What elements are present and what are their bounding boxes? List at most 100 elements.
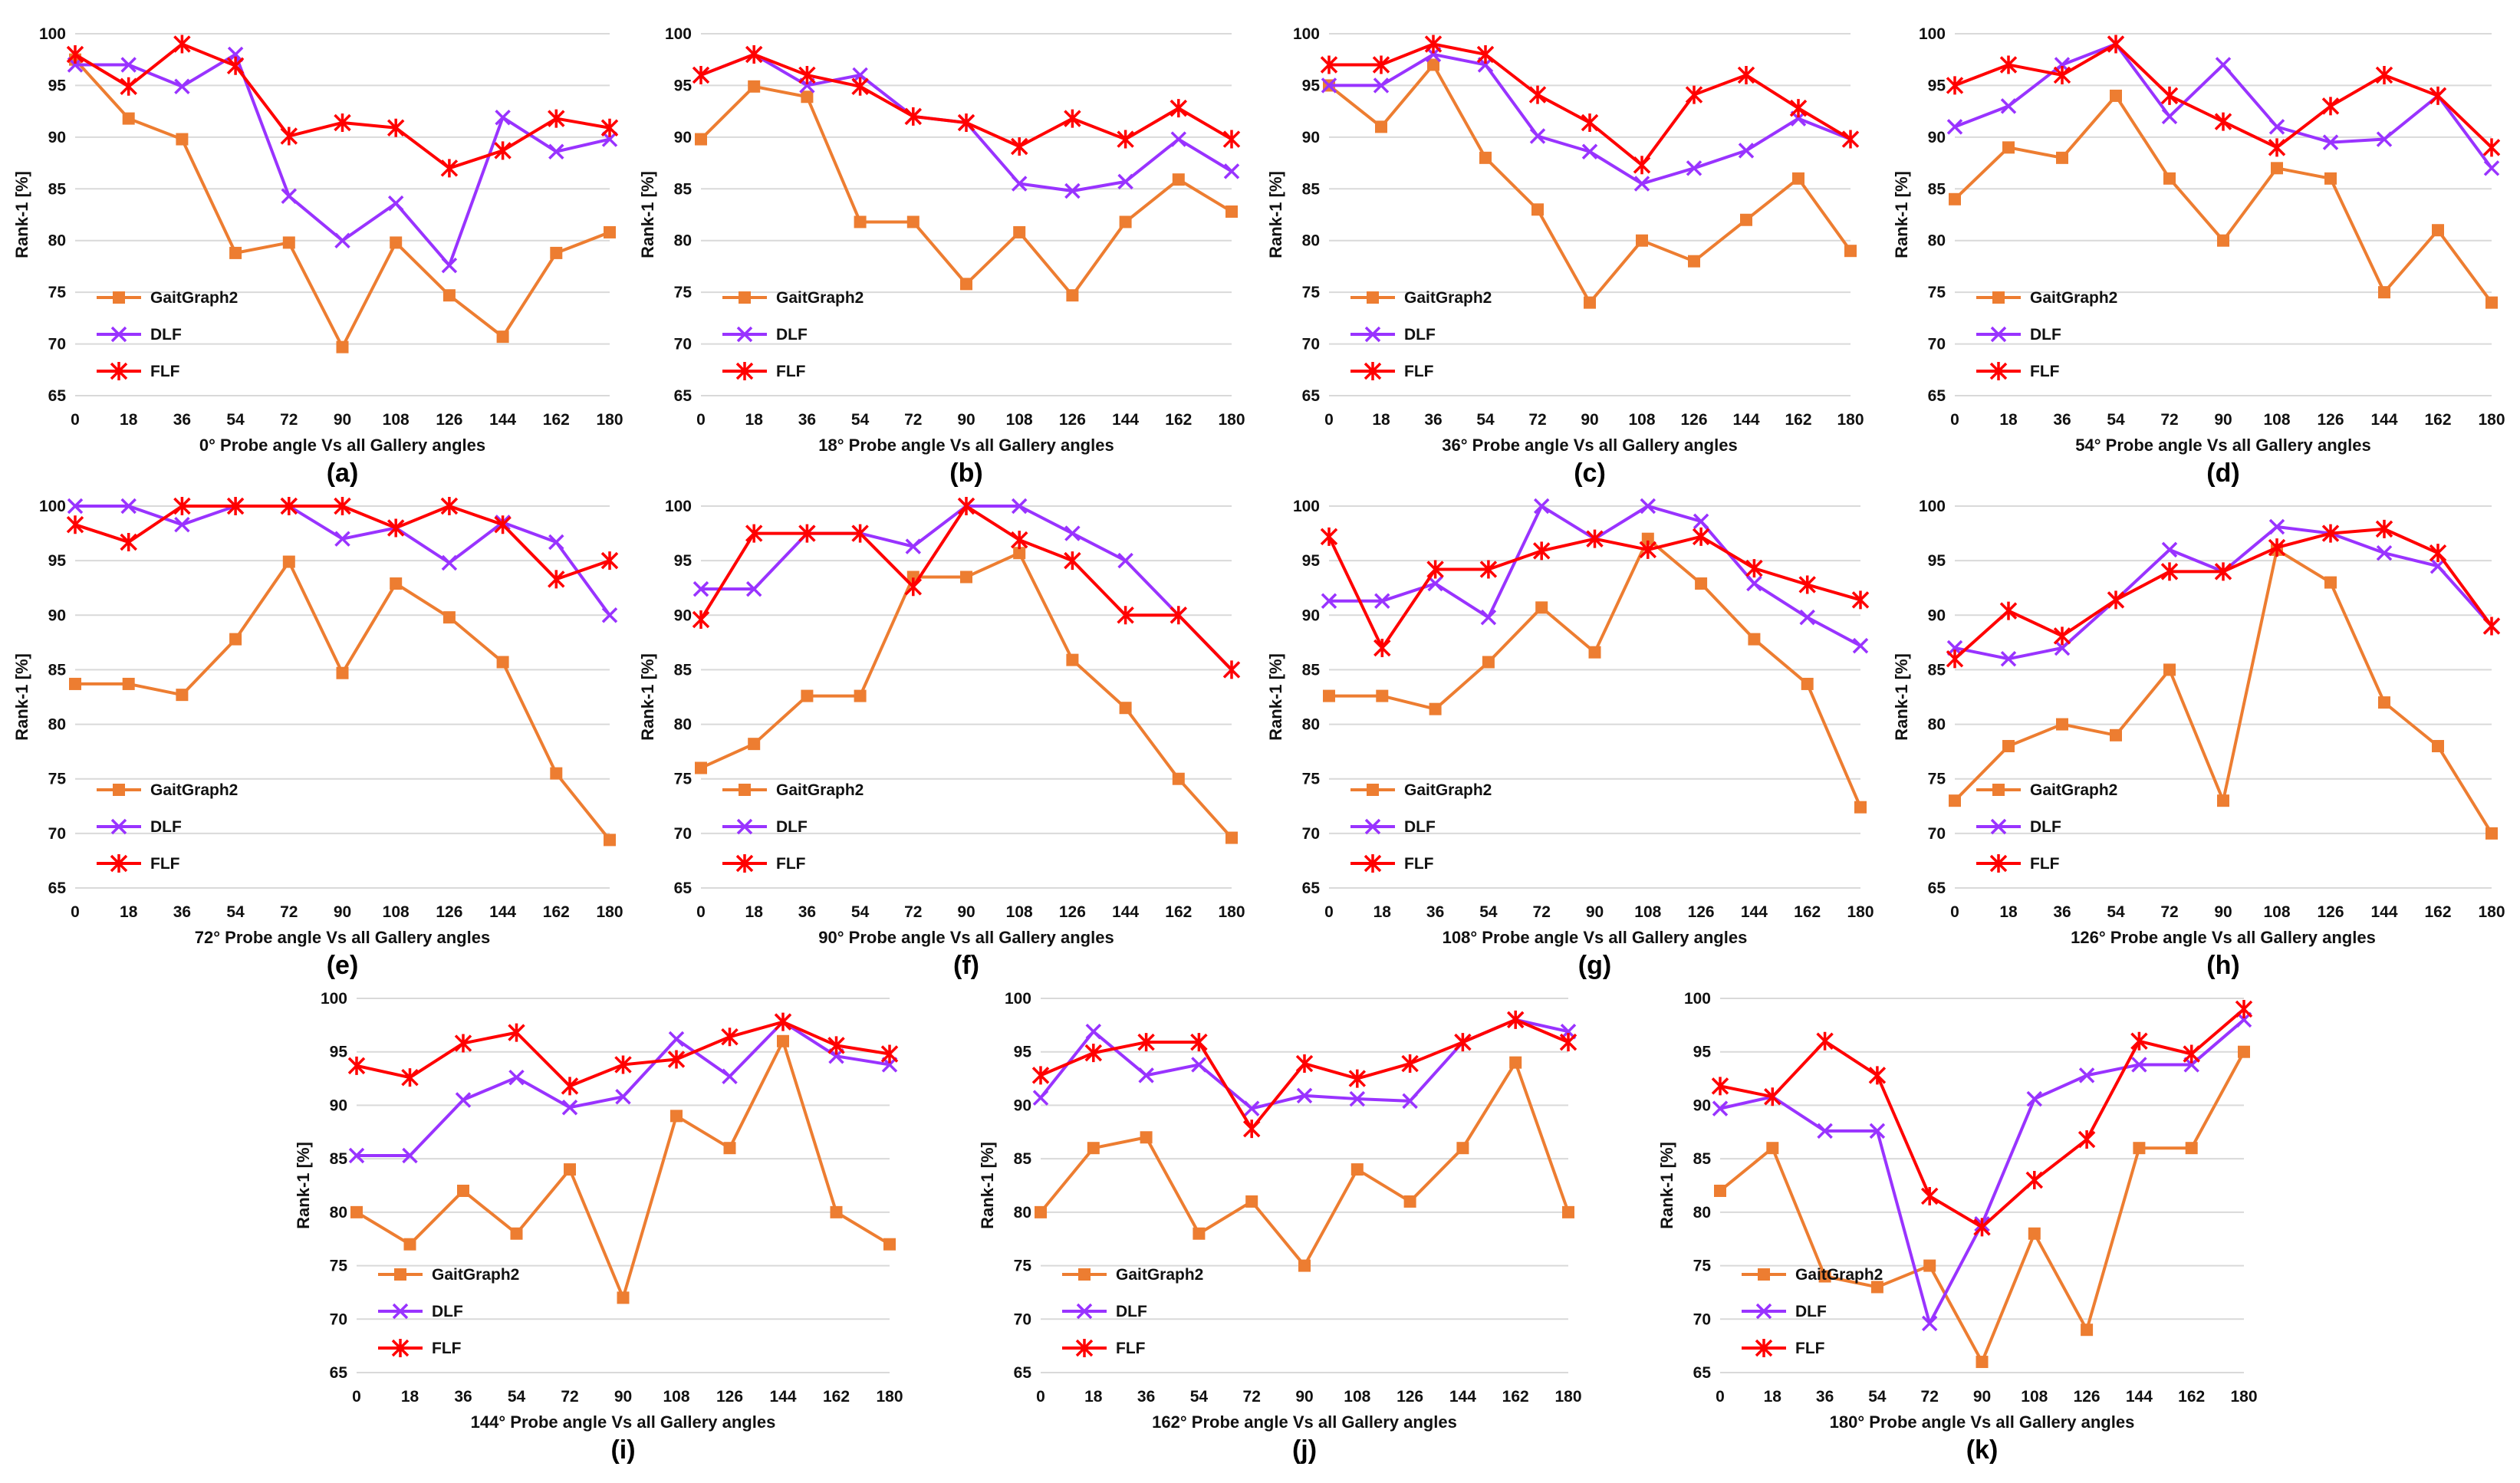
data-point — [904, 107, 923, 126]
series-line — [1327, 63, 1852, 304]
series-gaitgraph2 — [695, 80, 1238, 302]
data-point — [801, 90, 814, 104]
data-point — [2324, 576, 2337, 589]
data-point — [173, 35, 191, 54]
chart-svg: 65 70 75 80 85 90 95 100 0 18 36 54 72 90 108 126 144 162… — [12, 25, 623, 455]
data-point — [174, 78, 190, 95]
legend-item: DLF — [378, 1303, 463, 1320]
x-tick-label: 54 — [851, 903, 870, 921]
data-point — [1454, 1033, 1472, 1052]
data-point — [748, 80, 761, 93]
data-point — [1639, 540, 1657, 559]
data-point — [2271, 162, 2283, 175]
data-point — [1364, 326, 1381, 343]
y-tick-label: 75 — [1014, 1258, 1032, 1275]
data-point — [508, 1069, 525, 1086]
x-tick-label: 90 — [1581, 411, 1598, 429]
legend-label: DLF — [1404, 326, 1436, 344]
data-point — [66, 44, 84, 64]
data-point — [2324, 172, 2337, 185]
data-point — [1633, 156, 1651, 175]
data-point — [2056, 718, 2068, 731]
data-point — [1320, 55, 1338, 74]
data-point — [2321, 97, 2340, 116]
x-tick-label: 126 — [2317, 903, 2344, 921]
y-axis-title: Rank-1 [%] — [294, 1142, 313, 1229]
legend-label: FLF — [150, 363, 180, 380]
data-point — [693, 580, 709, 597]
legend-item: GaitGraph2 — [1742, 1266, 1883, 1284]
series-line — [1040, 1018, 1569, 1131]
y-tick-label: 75 — [1693, 1258, 1712, 1275]
x-tick-label: 162 — [2424, 903, 2451, 921]
x-tick-label: 0 — [1950, 411, 1959, 429]
data-point — [852, 67, 868, 84]
y-tick-label: 70 — [1302, 336, 1320, 353]
x-tick-label: 180 — [2230, 1388, 2257, 1406]
x-tick-label: 72 — [2160, 903, 2178, 921]
data-point — [1529, 128, 1546, 144]
data-point — [1946, 76, 1964, 95]
legend-label: DLF — [150, 326, 182, 344]
data-point — [2131, 1057, 2147, 1073]
data-point — [1427, 58, 1439, 71]
data-point — [1999, 55, 2018, 74]
panel-label: (b) — [949, 459, 983, 488]
panel-label: (d) — [2206, 459, 2240, 488]
chart-svg: 65 70 75 80 85 90 95 100 0 18 36 54 72 90 108 126 144 162… — [1892, 25, 2505, 455]
y-tick-label: 75 — [48, 771, 67, 788]
data-point — [670, 1110, 683, 1123]
data-point — [2002, 141, 2015, 154]
data-point — [1755, 1339, 1773, 1357]
data-point — [2268, 119, 2285, 135]
data-point — [1685, 85, 1703, 104]
data-point — [548, 570, 565, 589]
y-tick-label: 100 — [1684, 990, 1711, 1008]
chart-svg: 65 70 75 80 85 90 95 100 0 18 36 54 72 90 108 126 144 162… — [978, 990, 1582, 1432]
data-point — [282, 236, 295, 249]
chart-svg: 65 70 75 80 85 90 95 100 0 18 36 54 72 90 108 126 144 162… — [1657, 990, 2258, 1432]
legend-label: GaitGraph2 — [150, 781, 238, 799]
data-point — [2025, 1171, 2044, 1190]
data-point — [1225, 831, 1238, 844]
data-point — [1792, 172, 1804, 185]
data-point — [1191, 1057, 1207, 1073]
data-point — [1695, 577, 1708, 590]
y-tick-label: 90 — [1928, 607, 1946, 624]
y-tick-label: 75 — [1302, 284, 1321, 301]
x-tick-label: 108 — [1344, 1388, 1370, 1406]
x-tick-label: 144 — [1732, 411, 1759, 429]
data-point — [1013, 547, 1026, 560]
series-dlf — [67, 46, 618, 274]
x-tick-label: 108 — [1006, 903, 1033, 921]
data-point — [667, 1050, 686, 1069]
x-tick-label: 72 — [2160, 411, 2178, 429]
x-tick-label: 144 — [2370, 411, 2397, 429]
x-tick-label: 180 — [596, 411, 623, 429]
data-point — [2322, 134, 2339, 150]
panel-label: (f) — [953, 951, 979, 980]
panel-label: (h) — [2206, 951, 2240, 980]
data-point — [801, 689, 814, 702]
data-point — [1011, 498, 1028, 515]
data-point — [2378, 286, 2390, 299]
data-point — [1349, 1090, 1366, 1107]
data-point — [1193, 1227, 1206, 1240]
x-axis-title: 126° Probe angle Vs all Gallery angles — [2071, 928, 2376, 947]
data-point — [110, 818, 127, 835]
legend-label: DLF — [432, 1303, 463, 1320]
y-tick-label: 95 — [1928, 552, 1946, 570]
data-point — [830, 1205, 843, 1218]
data-point — [392, 1303, 409, 1320]
data-point — [1816, 1031, 1834, 1051]
data-point — [745, 44, 763, 64]
x-tick-label: 72 — [561, 1388, 578, 1406]
x-tick-label: 162 — [2424, 411, 2451, 429]
legend-label: DLF — [2030, 818, 2061, 836]
y-tick-label: 95 — [1302, 77, 1321, 94]
data-point — [496, 330, 509, 344]
data-point — [2110, 89, 2122, 102]
data-point — [1064, 551, 1081, 571]
data-point — [1190, 1033, 1208, 1052]
legend: GaitGraph2 DLF FLF — [1350, 289, 1492, 380]
